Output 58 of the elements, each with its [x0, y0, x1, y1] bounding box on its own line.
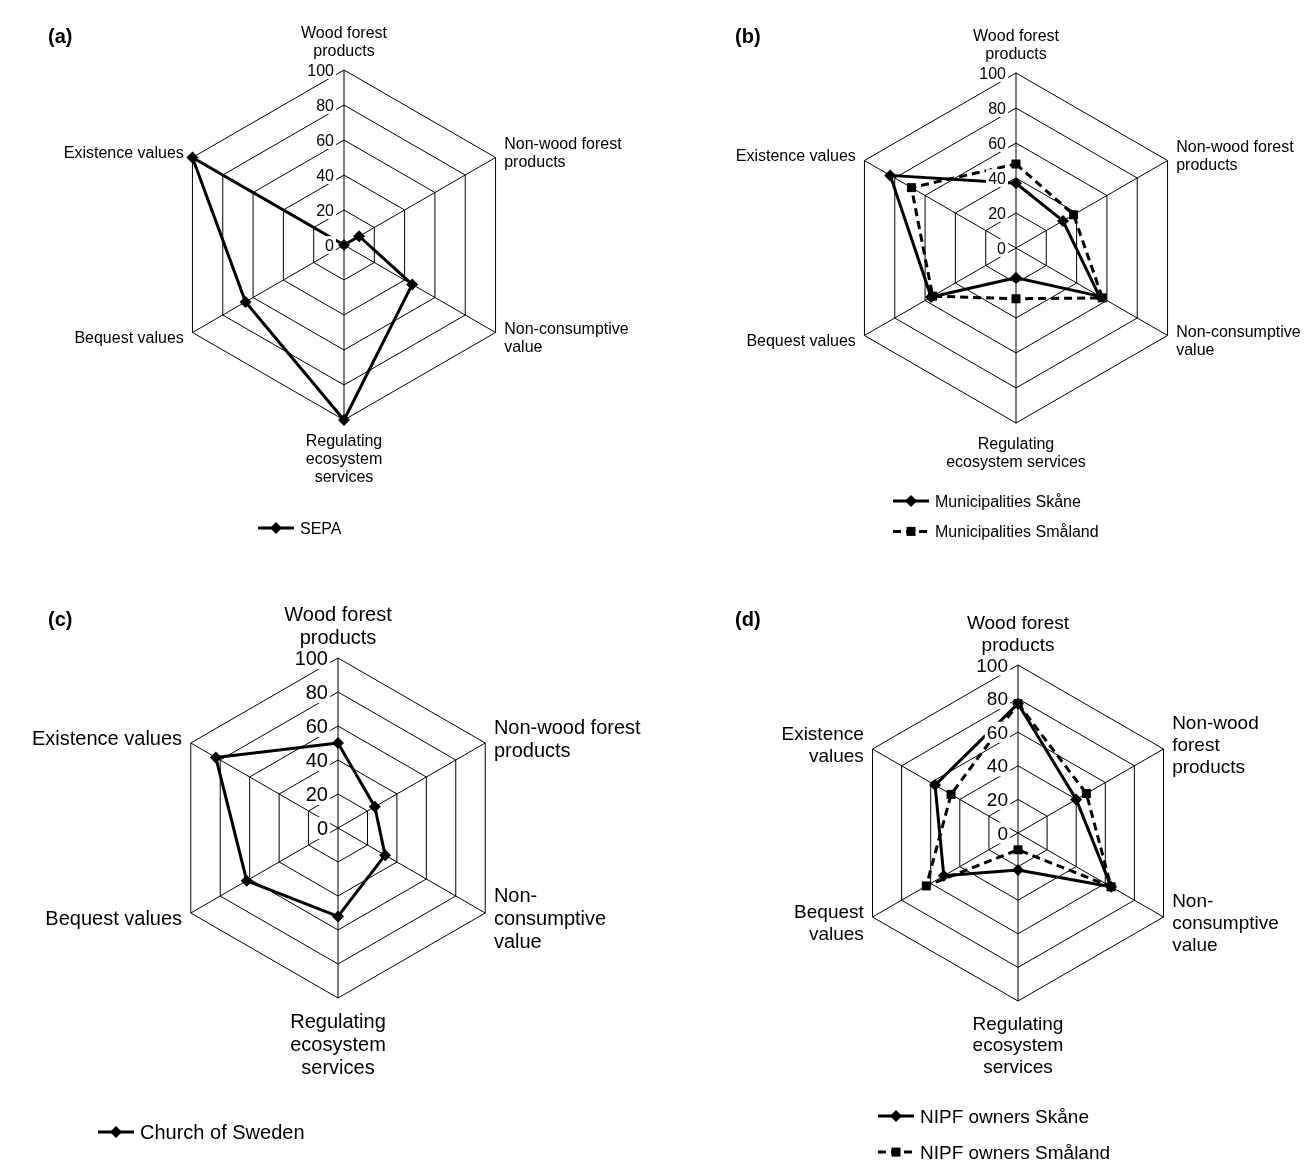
spoke-label: Non-wood forest products: [493, 715, 642, 761]
spoke-label: Bequest values: [746, 332, 856, 350]
y-tick-label: 80: [988, 99, 1007, 117]
y-tick-label: 100: [979, 64, 1007, 82]
spoke-label: Regulating ecosystem services: [305, 431, 383, 486]
legend-label: Church of Sweden: [140, 1121, 305, 1143]
spoke-label: Regulating ecosystem services: [972, 1012, 1064, 1078]
y-tick-label: 100: [976, 654, 1008, 676]
spoke-label: Wood forest products: [973, 26, 1060, 62]
spoke-label: Regulating ecosystem services: [946, 434, 1086, 471]
spoke-label: Non-consumptive value: [504, 319, 629, 356]
y-tick-label: 20: [986, 789, 1008, 811]
spoke-label: Bequest values: [794, 900, 865, 944]
chart-title: (d): [735, 608, 761, 630]
y-tick-label: 40: [316, 166, 335, 184]
y-tick-label: 0: [997, 239, 1007, 257]
spoke-label: Bequest values: [45, 907, 183, 929]
y-tick-label: 40: [305, 749, 328, 771]
legend-label: Municipalities Småland: [935, 523, 1099, 540]
spoke-label: Non-consumptive value: [1176, 322, 1301, 359]
spoke-label: Wood forest products: [284, 603, 393, 648]
y-tick-label: 0: [316, 817, 328, 839]
y-tick-label: 100: [307, 61, 335, 79]
spoke-label: Existence values: [781, 722, 864, 766]
chart-title: (b): [735, 25, 761, 47]
y-tick-label: 100: [294, 647, 328, 669]
y-tick-label: 40: [986, 755, 1008, 777]
y-tick-label: 0: [325, 236, 335, 254]
y-tick-label: 60: [316, 131, 335, 149]
y-tick-label: 40: [988, 169, 1007, 187]
spoke-label: Non-wood forest products: [1176, 137, 1295, 174]
legend-label: SEPA: [300, 519, 342, 537]
y-tick-label: 60: [988, 134, 1007, 152]
spoke-label: Existence values: [735, 147, 856, 165]
spoke-label: Non-wood forest products: [504, 134, 623, 171]
spoke-label: Wood forest products: [301, 23, 388, 59]
spoke-label: Bequest values: [74, 329, 184, 347]
spoke-label: Wood forest products: [966, 612, 1070, 655]
spoke-label: Non- consumptive value: [493, 884, 607, 952]
spoke-label: Non- consumptive value: [1172, 889, 1279, 955]
chart-title: (a): [48, 25, 73, 47]
y-tick-label: 20: [316, 201, 335, 219]
y-tick-label: 80: [986, 688, 1008, 710]
spoke-label: Existence values: [32, 727, 183, 749]
y-tick-label: 80: [316, 96, 335, 114]
spoke-label: Non-wood forest products: [1172, 711, 1259, 777]
y-tick-label: 80: [305, 681, 328, 703]
spoke-label: Regulating ecosystem services: [290, 1009, 386, 1078]
legend-label: NIPF owners Småland: [920, 1141, 1111, 1161]
legend-label: Municipalities Skåne: [935, 492, 1081, 510]
y-tick-label: 0: [997, 822, 1008, 844]
chart-title: (c): [48, 608, 73, 630]
spoke-label: Existence values: [63, 144, 184, 162]
legend-label: NIPF owners Skåne: [920, 1105, 1089, 1127]
y-tick-label: 60: [305, 715, 328, 737]
y-tick-label: 60: [986, 721, 1008, 743]
y-tick-label: 20: [988, 204, 1007, 222]
y-tick-label: 20: [305, 783, 328, 805]
